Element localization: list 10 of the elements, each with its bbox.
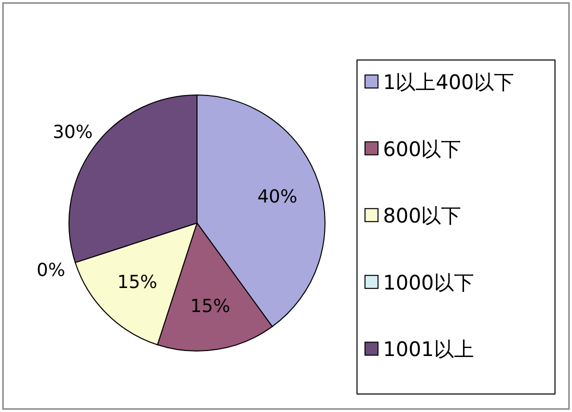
- legend-label: 1001以上: [383, 337, 474, 362]
- data-label: 40%: [257, 186, 298, 208]
- data-label: 15%: [117, 272, 158, 294]
- text: 0%: [36, 260, 66, 281]
- data-label: 15%: [190, 296, 230, 317]
- legend-label: 1以上400以下: [383, 70, 514, 94]
- legend-label: 600以下: [383, 136, 462, 161]
- legend-label: 800以下: [383, 204, 462, 228]
- legend-label: 1000以下: [383, 270, 474, 294]
- data-label: 30%: [52, 122, 93, 144]
